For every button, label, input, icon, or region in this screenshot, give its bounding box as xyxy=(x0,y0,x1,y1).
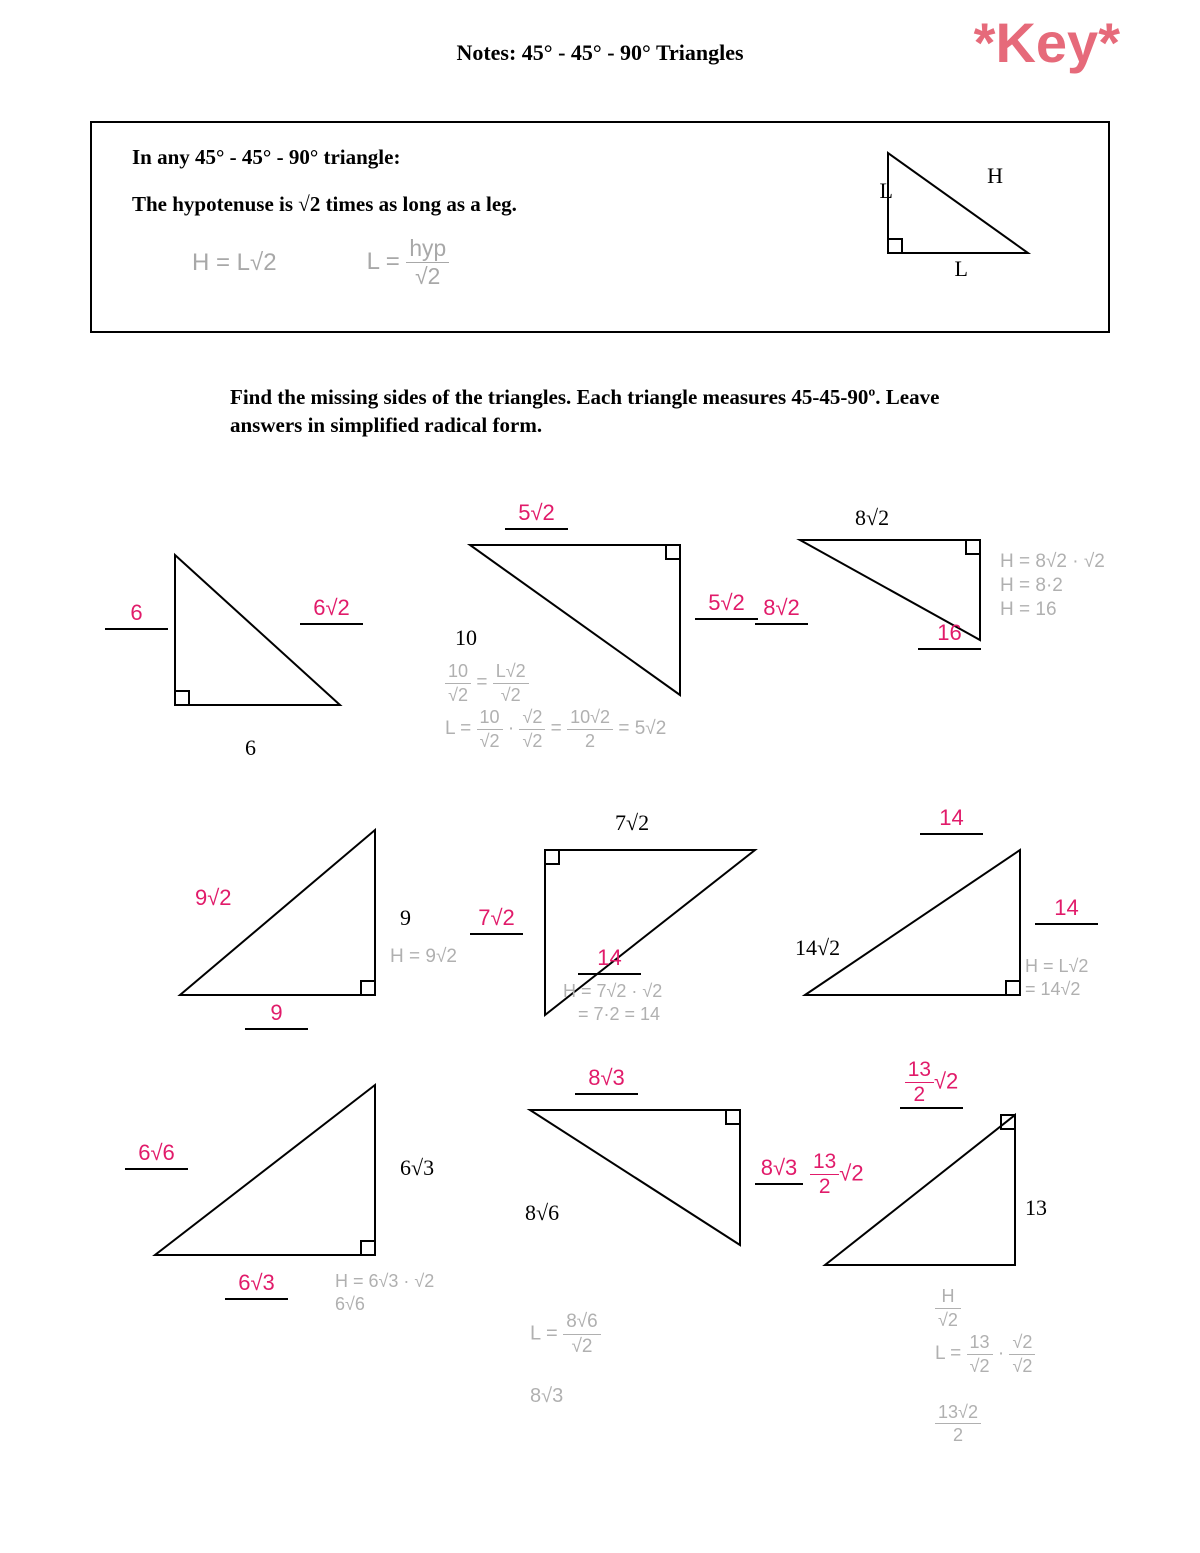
p6-work: H = L√2 = 14√2 xyxy=(1025,955,1088,1000)
p7-triangle xyxy=(145,1075,390,1270)
p2-given-hyp: 10 xyxy=(455,625,477,651)
p7-ans-bottom: 6√3 xyxy=(225,1270,288,1300)
p7-work: H = 6√3 · √2 6√6 xyxy=(335,1270,434,1315)
rule-H: H xyxy=(987,163,1003,189)
p3-work: H = 8√2 · √2 H = 8·2 H = 16 xyxy=(1000,550,1105,621)
page-title: Notes: 45° - 45° - 90° Triangles xyxy=(70,40,1130,66)
p2-work: 10√2 = L√2√2 L = 10√2 · √2√2 = 10√22 = 5… xyxy=(445,660,666,752)
p9-ans-left: 132√2 xyxy=(810,1150,864,1199)
p3-ans-hyp: 16 xyxy=(918,620,981,650)
rule-L-left: L xyxy=(880,178,893,204)
rule-triangle xyxy=(868,143,1048,273)
p4-given-right: 9 xyxy=(400,905,411,931)
rule-box: In any 45° - 45° - 90° triangle: The hyp… xyxy=(90,121,1110,333)
p4-triangle xyxy=(170,820,390,1010)
p8-triangle xyxy=(520,1100,755,1260)
p5-given-top: 7√2 xyxy=(615,810,649,836)
p3-ans-left: 8√2 xyxy=(755,595,808,625)
p1-triangle xyxy=(165,545,355,720)
p8-work: L = 8√6√2 8√3 xyxy=(530,1310,601,1409)
p5-ans-hyp: 14 xyxy=(578,945,641,975)
p4-ans-bottom: 9 xyxy=(245,1000,308,1030)
rule-L-bottom: L xyxy=(955,256,968,282)
p5-work: H = 7√2 · √2 = 7·2 = 14 xyxy=(563,980,662,1025)
p2-ans-top: 5√2 xyxy=(505,500,568,530)
p1-ans-hyp: 6√2 xyxy=(300,595,363,625)
formula-L: L = hyp√2 xyxy=(367,235,450,290)
p7-ans-hyp: 6√6 xyxy=(125,1140,188,1170)
p3-given-top: 8√2 xyxy=(855,505,889,531)
p1-ans-left: 6 xyxy=(105,600,168,630)
p8-ans-top: 8√3 xyxy=(575,1065,638,1095)
p4-work: H = 9√2 xyxy=(390,945,457,969)
p2-ans-right: 5√2 xyxy=(695,590,758,620)
key-stamp: *Key* xyxy=(974,10,1120,75)
p9-work: H√2 L = 13√2 · √2√2 13√22 xyxy=(935,1285,1035,1447)
p8-ans-right: 8√3 xyxy=(755,1155,803,1185)
p6-triangle xyxy=(795,840,1030,1010)
instructions: Find the missing sides of the triangles.… xyxy=(230,383,1010,440)
p4-ans-hyp: 9√2 xyxy=(195,885,232,911)
p6-ans-top: 14 xyxy=(920,805,983,835)
p6-given-hyp: 14√2 xyxy=(795,935,840,961)
formula-H: H = L√2 xyxy=(192,249,277,277)
p7-given-right: 6√3 xyxy=(400,1155,434,1181)
p8-given-hyp: 8√6 xyxy=(525,1200,559,1226)
p9-ans-top: 132√2 xyxy=(900,1058,963,1109)
p9-given-right: 13 xyxy=(1025,1195,1047,1221)
p6-ans-right: 14 xyxy=(1035,895,1098,925)
p1-given: 6 xyxy=(245,735,256,761)
p5-ans-left: 7√2 xyxy=(470,905,523,935)
